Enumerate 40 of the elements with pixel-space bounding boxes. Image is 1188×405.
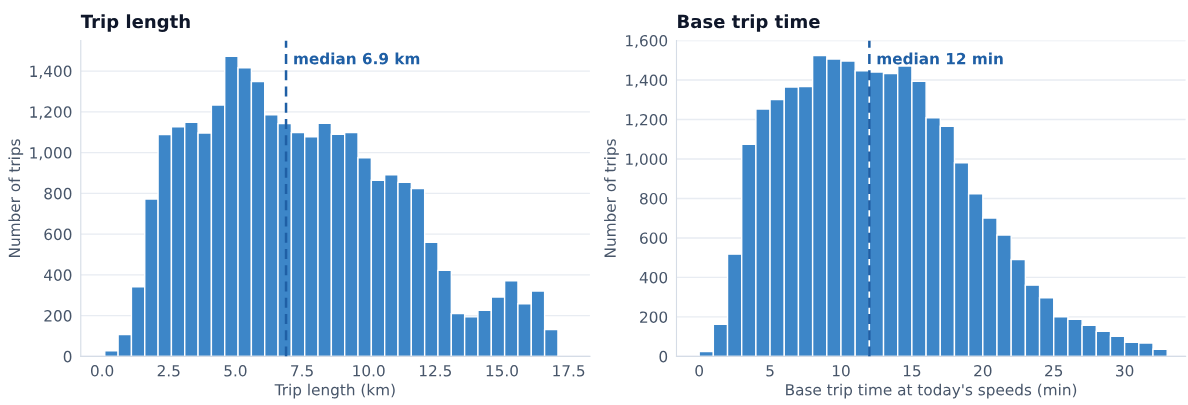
y-tick-label: 1,400 [30,65,72,79]
x-tick-label: 5.0 [224,365,247,377]
y-tick-label: 200 [44,310,72,322]
x-tick-label: 5 [766,365,774,377]
y-tick-label: 1,000 [626,153,668,167]
x-axis-title: Base trip time at today's speeds (min) [786,383,1077,399]
y-axis-title: Number of trips [8,139,24,257]
x-tick-label: 15.0 [486,365,518,377]
y-tick-label: 0 [659,350,668,363]
y-axis-title: Number of trips [604,139,619,257]
x-tick-label: 0.0 [90,365,114,377]
y-tick-label: 600 [640,232,668,244]
ref-line-label: median 6.9 km [294,52,420,65]
y-tick-label: 1,600 [626,34,668,49]
x-tick-label: 25 [1045,365,1063,377]
y-tick-label: 400 [639,271,668,284]
y-tick-label: 1,000 [30,147,72,161]
x-tick-label: 12.5 [419,365,451,377]
y-tick-label: 200 [640,311,668,323]
x-axis-title: Trip length (km) [274,383,395,399]
x-tick-label: 10.0 [353,365,385,377]
x-tick-label: 15 [903,365,921,377]
x-tick-label: 7.5 [291,365,313,377]
chart-title: Base trip time [678,14,820,32]
y-tick-label: 1,200 [626,113,668,128]
ref-line-label: median 12 min [877,52,1003,65]
y-tick-label: 800 [44,187,72,200]
chart-title: Trip length [80,14,190,32]
x-tick-label: 2.5 [157,365,180,377]
y-tick-label: 800 [640,192,668,205]
x-tick-label: 17.5 [553,365,585,377]
x-tick-label: 20 [974,365,992,377]
x-tick-label: 0 [695,365,704,377]
y-tick-label: 1,400 [626,74,668,88]
y-tick-label: 400 [44,269,72,281]
y-tick-label: 600 [44,228,72,241]
x-tick-label: 10 [832,365,850,377]
x-tick-label: 30 [1116,365,1134,377]
y-tick-label: 0 [63,350,72,363]
y-tick-label: 1,200 [30,106,72,120]
